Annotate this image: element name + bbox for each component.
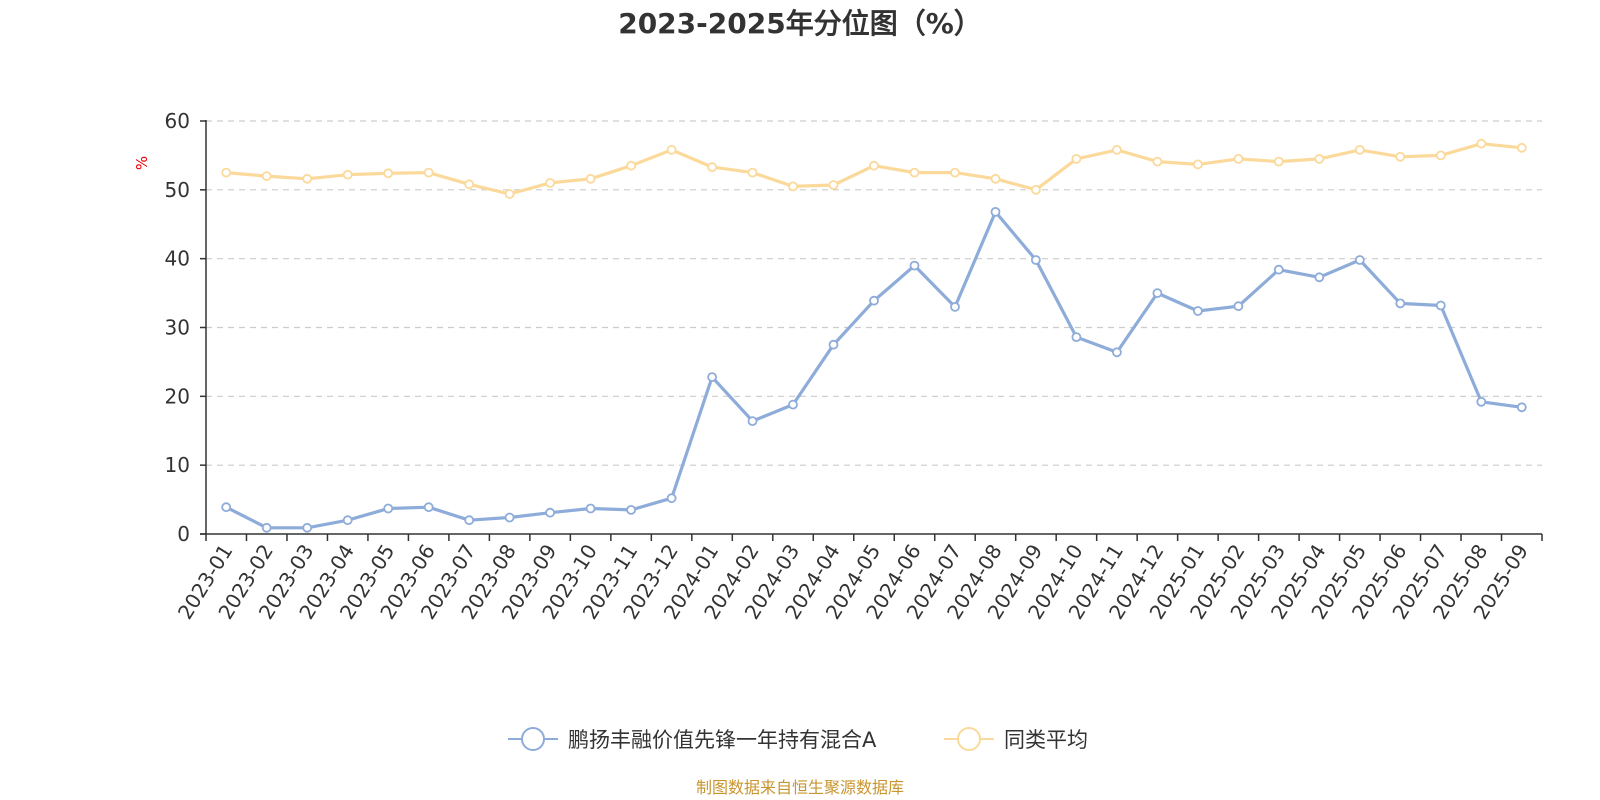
grid-lines	[206, 120, 1542, 466]
data-point[interactable]	[990, 206, 1001, 217]
data-point[interactable]	[1233, 153, 1244, 164]
chart-title: 2023-2025年分位图（%）	[618, 7, 982, 40]
data-point[interactable]	[1273, 156, 1284, 167]
data-point[interactable]	[383, 503, 394, 514]
data-point[interactable]	[1071, 332, 1082, 343]
data-point[interactable]	[1395, 298, 1406, 309]
data-point[interactable]	[788, 181, 798, 192]
data-point[interactable]	[1273, 264, 1284, 275]
series-1	[221, 138, 1527, 199]
data-point[interactable]	[828, 339, 839, 350]
legend-label: 同类平均	[1004, 728, 1088, 752]
data-point[interactable]	[626, 160, 636, 171]
y-axis-unit: %	[133, 156, 151, 170]
data-point[interactable]	[707, 372, 717, 383]
data-point[interactable]	[1193, 306, 1203, 316]
data-point[interactable]	[666, 144, 677, 155]
legend-marker	[957, 727, 981, 751]
data-point[interactable]	[1193, 159, 1203, 170]
data-point[interactable]	[342, 169, 353, 180]
data-point[interactable]	[1031, 255, 1041, 265]
data-point[interactable]	[1435, 150, 1446, 161]
data-point[interactable]	[261, 171, 272, 182]
legend-label: 鹏扬丰融价值先锋一年持有混合A	[568, 728, 877, 752]
data-point[interactable]	[504, 189, 515, 199]
data-point[interactable]	[585, 173, 596, 184]
data-point[interactable]	[1112, 347, 1122, 358]
data-point[interactable]	[1354, 144, 1365, 155]
data-point[interactable]	[1516, 142, 1527, 153]
data-point[interactable]	[464, 179, 475, 190]
data-point[interactable]	[1476, 396, 1487, 407]
series-0	[221, 206, 1527, 533]
data-point[interactable]	[1152, 288, 1163, 299]
data-point[interactable]	[585, 503, 596, 514]
data-point[interactable]	[342, 515, 353, 526]
y-tick-label: 20	[165, 384, 190, 408]
data-point[interactable]	[302, 522, 313, 533]
y-tick-label: 60	[165, 109, 190, 133]
data-point[interactable]	[909, 167, 920, 178]
data-point[interactable]	[423, 502, 434, 513]
data-point[interactable]	[950, 301, 960, 312]
data-source-note: 制图数据来自恒生聚源数据库	[696, 778, 904, 797]
data-point[interactable]	[383, 168, 394, 179]
data-point[interactable]	[1395, 151, 1406, 162]
data-point[interactable]	[869, 295, 879, 306]
data-point[interactable]	[1314, 272, 1325, 283]
data-point[interactable]	[990, 173, 1001, 184]
data-point[interactable]	[788, 399, 798, 410]
data-point[interactable]	[909, 260, 920, 271]
y-tick-label: 30	[165, 316, 190, 340]
data-point[interactable]	[1112, 144, 1122, 155]
data-point[interactable]	[464, 515, 475, 526]
data-point[interactable]	[747, 167, 758, 178]
legend[interactable]: 鹏扬丰融价值先锋一年持有混合A 同类平均	[508, 727, 1088, 752]
data-point[interactable]	[666, 493, 677, 504]
data-point[interactable]	[1031, 184, 1041, 195]
y-tick-label: 50	[165, 178, 190, 202]
y-tick-label: 10	[165, 453, 190, 477]
y-tick-label: 0	[177, 522, 190, 546]
y-tick-labels: 0 10 20 30 40 50 60	[165, 109, 190, 546]
data-point[interactable]	[950, 167, 960, 178]
data-point[interactable]	[1435, 300, 1446, 311]
data-point[interactable]	[261, 522, 272, 533]
data-point[interactable]	[1516, 402, 1527, 413]
data-point[interactable]	[302, 173, 313, 184]
y-tick-label: 40	[165, 247, 190, 271]
data-point[interactable]	[1314, 153, 1325, 164]
data-point[interactable]	[221, 167, 232, 178]
data-point[interactable]	[1476, 138, 1487, 149]
series-lines	[221, 138, 1527, 533]
legend-marker	[521, 727, 545, 751]
data-point[interactable]	[1354, 255, 1365, 265]
data-point[interactable]	[545, 177, 555, 188]
axes	[200, 120, 1543, 541]
data-point[interactable]	[221, 502, 232, 513]
series-line	[224, 210, 1524, 530]
data-point[interactable]	[626, 504, 636, 515]
x-tick-labels: 2023-012023-022023-032023-042023-052023-…	[173, 540, 1533, 624]
data-point[interactable]	[828, 180, 839, 190]
data-point[interactable]	[1152, 156, 1163, 167]
data-point[interactable]	[707, 162, 717, 173]
data-point[interactable]	[1233, 301, 1244, 312]
data-point[interactable]	[747, 416, 758, 427]
legend-item-1[interactable]: 同类平均	[944, 727, 1088, 752]
data-point[interactable]	[423, 167, 434, 178]
legend-item-0[interactable]: 鹏扬丰融价值先锋一年持有混合A	[508, 727, 877, 752]
data-point[interactable]	[1071, 153, 1082, 164]
data-point[interactable]	[545, 507, 555, 518]
data-point[interactable]	[504, 512, 515, 523]
data-point[interactable]	[869, 160, 879, 171]
